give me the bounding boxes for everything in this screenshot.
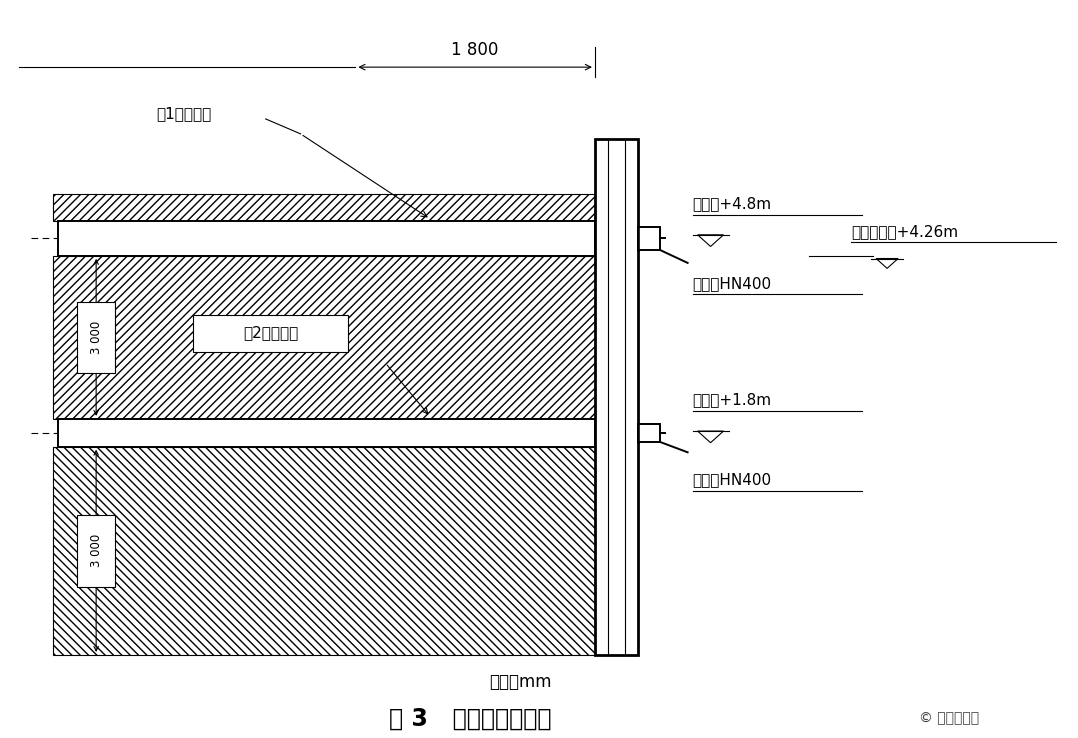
Polygon shape [53,446,595,655]
Polygon shape [53,256,595,418]
Polygon shape [638,227,660,250]
Polygon shape [78,515,115,587]
Polygon shape [595,139,638,655]
Text: 1 800: 1 800 [452,41,499,59]
Text: 设计高水位+4.26m: 设计高水位+4.26m [852,224,958,239]
Text: © 拉森钗板桩: © 拉森钗板桩 [918,711,979,725]
Text: 外圈梁HN400: 外圈梁HN400 [692,276,772,291]
Polygon shape [697,235,723,246]
Text: 3 000: 3 000 [89,534,102,568]
Text: 第1层内支撑: 第1层内支撑 [156,106,211,122]
Text: 外圈梁HN400: 外圈梁HN400 [692,472,772,487]
Text: 单位：mm: 单位：mm [488,673,551,691]
Polygon shape [58,418,595,446]
Polygon shape [876,258,898,269]
Polygon shape [58,221,595,256]
Text: 第一层+4.8m: 第一层+4.8m [692,196,772,211]
Polygon shape [638,424,660,442]
Polygon shape [78,302,115,373]
Text: 3 000: 3 000 [89,321,102,354]
Polygon shape [697,431,723,443]
Polygon shape [193,314,348,351]
Text: 第二层+1.8m: 第二层+1.8m [692,393,772,407]
Text: 第2层内支撑: 第2层内支撑 [243,325,299,341]
Text: 图 3   外圈梁设置图示: 图 3 外圈梁设置图示 [389,707,552,731]
Polygon shape [53,193,595,221]
